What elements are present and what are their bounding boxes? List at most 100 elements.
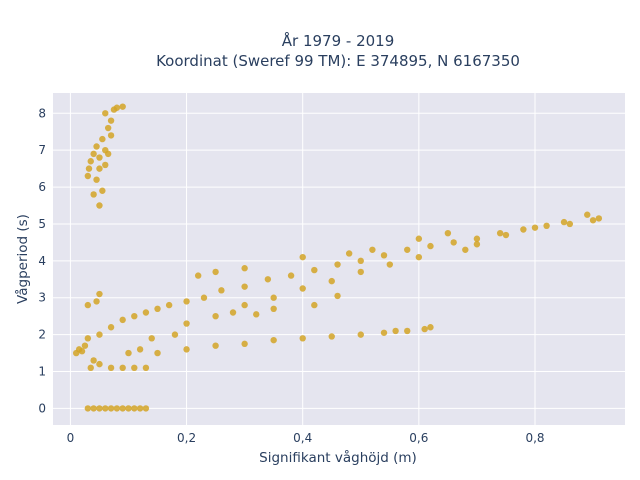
data-point [183,320,190,327]
data-point [212,312,219,320]
data-point [520,226,527,233]
x-tick-label: 0,4 [293,431,312,445]
data-point [96,154,103,161]
data-point [107,117,115,124]
x-tick-label: 0,6 [409,431,428,445]
data-point [473,241,481,248]
data-point [386,261,394,268]
data-point [93,298,100,305]
y-axis-ticks: 0 1 2 3 4 5 6 7 8 [38,106,46,415]
y-tick-label: 3 [38,291,46,305]
data-point [380,252,388,259]
data-point [142,309,150,316]
data-point [311,266,318,274]
data-point [96,290,103,298]
chart-title-line2: Koordinat (Sweref 99 TM): E 374895, N 61… [156,52,520,70]
data-point [473,235,481,242]
data-point [543,222,550,229]
data-point [136,405,144,412]
data-point [311,301,318,309]
data-points [73,103,603,412]
data-point [96,360,103,368]
data-point [93,143,100,150]
data-point [496,229,504,237]
data-point [142,405,150,412]
data-point [253,311,260,318]
data-point [171,331,179,338]
data-point [264,276,272,283]
data-point [78,348,86,355]
x-tick-label: 0,8 [525,431,544,445]
x-tick-label: 0 [67,431,75,445]
data-point [595,215,603,222]
data-point [93,176,100,183]
data-point [131,405,138,412]
data-point [584,211,591,218]
data-point [183,298,190,305]
data-point [241,283,248,290]
data-point [404,246,411,253]
y-tick-label: 7 [38,143,46,157]
data-point [154,349,161,357]
x-tick-label: 0,2 [177,431,196,445]
data-point [119,364,126,372]
data-point [102,161,109,169]
data-point [200,294,208,301]
y-tick-label: 8 [38,106,46,120]
data-point [99,135,106,143]
data-point [131,312,138,320]
data-point [218,287,225,294]
data-point [380,329,388,336]
data-point [119,316,126,324]
data-point [589,217,597,224]
y-tick-label: 4 [38,254,46,268]
data-point [287,272,295,279]
data-point [96,405,103,412]
data-point [85,165,93,172]
data-point [84,172,92,180]
data-point [90,191,97,198]
data-point [87,364,94,372]
chart-title-line1: År 1979 - 2019 [282,31,395,50]
data-point [148,335,155,342]
data-point [427,324,434,331]
data-point [212,342,219,349]
data-point [241,340,248,348]
data-point [392,327,399,335]
data-point [165,301,173,309]
data-point [102,110,109,117]
data-point [299,335,306,342]
data-point [107,364,115,372]
data-point [357,331,364,338]
y-tick-label: 6 [38,180,46,194]
data-point [299,285,306,292]
data-point [96,165,103,172]
data-point [369,246,376,253]
data-point [183,346,190,353]
data-point [270,336,277,344]
data-point [96,202,103,209]
y-tick-label: 0 [38,401,46,415]
data-point [142,364,150,372]
data-point [241,265,248,272]
data-point [334,292,341,300]
data-point [450,239,457,246]
data-point [119,405,126,412]
data-point [334,261,341,268]
data-point [87,158,94,165]
data-point [404,327,411,335]
x-axis-title: Signifikant våghöjd (m) [259,449,417,466]
y-axis-title: Vågperiod (s) [14,214,31,304]
data-point [270,294,277,301]
data-point [96,331,103,338]
data-point [421,325,428,333]
data-point [90,405,97,412]
data-point [113,405,121,412]
data-point [415,235,423,242]
y-tick-label: 2 [38,328,46,342]
data-point [125,349,132,357]
data-point [84,405,92,412]
data-point [107,324,115,331]
y-tick-label: 5 [38,217,46,231]
